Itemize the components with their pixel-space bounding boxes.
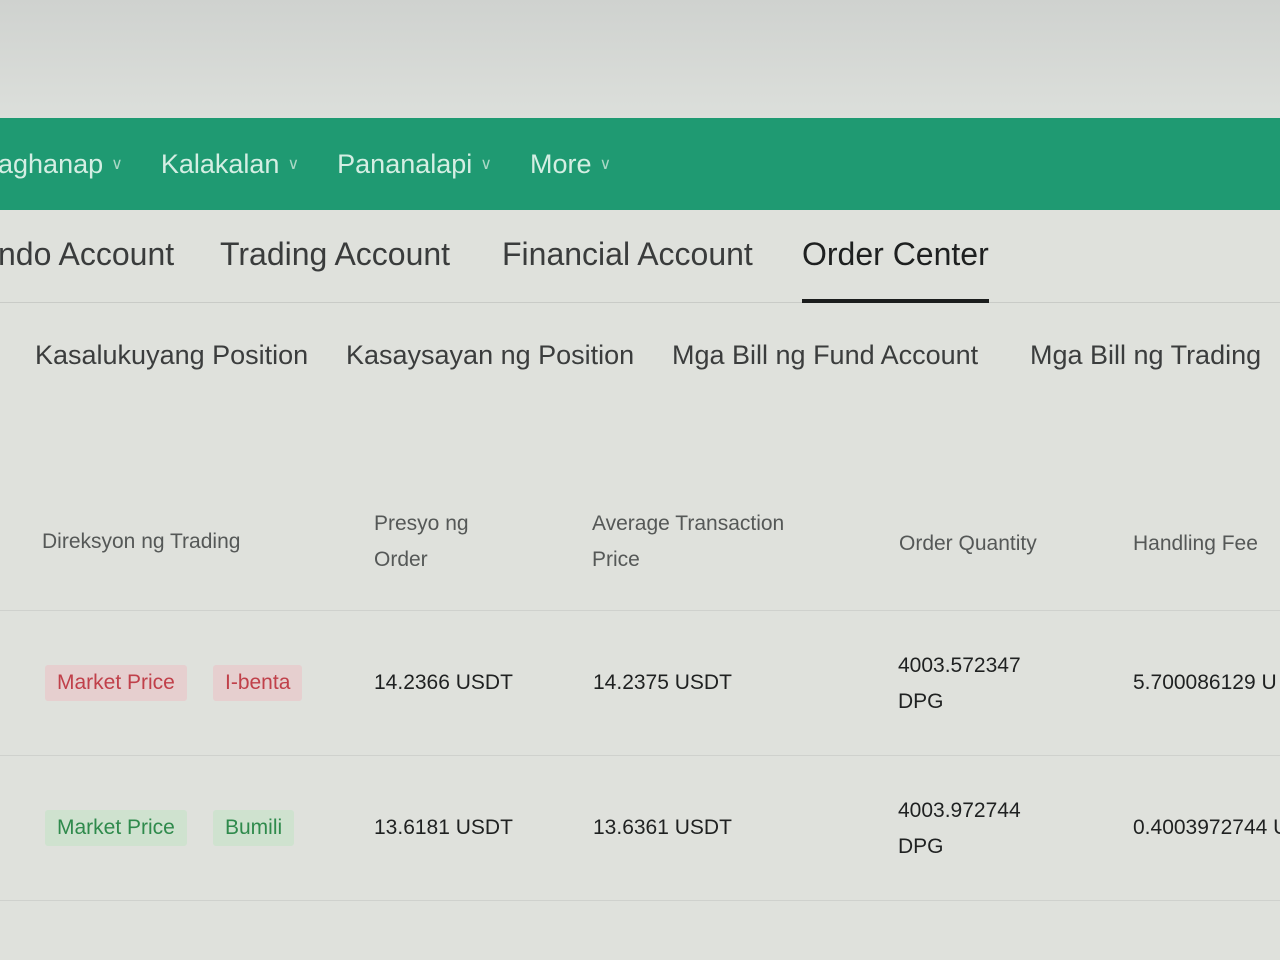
order-type-badge: Market Price [45,665,187,701]
account-tabs: ndo Account Trading Account Financial Ac… [0,210,1280,303]
nav-label: Pananalapi [337,148,473,179]
header-handling-fee: Handling Fee [1133,532,1258,555]
nav-item-finance[interactable]: Pananalapi ∨ [337,149,492,180]
order-price: 13.6181 USDT [374,816,513,839]
quantity-unit: DPG [898,690,944,713]
subtab-trading-bills[interactable]: Mga Bill ng Trading [1030,340,1262,370]
header-avg-price: Average Transaction Price [592,512,785,571]
handling-fee: 0.4003972744 U [1133,816,1280,839]
table-header: Direksyon ng Trading Presyo ng Order Ave… [0,500,1280,611]
direction-badge: I-benta [213,665,303,701]
header-direction: Direksyon ng Trading [42,530,241,553]
nav-item-search[interactable]: aghanap ∨ [0,149,123,180]
avg-price: 14.2375 USDT [593,671,732,694]
tab-fund-account[interactable]: ndo Account [0,236,175,272]
order-quantity: 4003.972744 [898,799,1021,822]
table-row[interactable]: Market Price I-benta 14.2366 USDT 14.237… [0,610,1280,756]
chevron-down-icon: ∨ [599,156,612,173]
direction-badge: Bumili [213,810,295,846]
avg-price: 13.6361 USDT [593,816,732,839]
table-row[interactable]: Market Price Bumili 13.6181 USDT 13.6361… [0,755,1280,901]
order-quantity: 4003.572347 [898,654,1021,677]
chevron-down-icon: ∨ [111,156,123,173]
handling-fee: 5.700086129 U [1133,671,1277,694]
order-price: 14.2366 USDT [374,671,513,694]
background [0,0,1280,118]
header-order-quantity: Order Quantity [899,532,1037,555]
quantity-unit: DPG [898,835,944,858]
nav-label: Kalakalan [160,148,280,179]
subtab-position-history[interactable]: Kasaysayan ng Position [346,340,635,370]
subtab-current-position[interactable]: Kasalukuyang Position [35,340,309,370]
header-order-price: Presyo ng Order [374,512,469,571]
subtab-fund-account-bills[interactable]: Mga Bill ng Fund Account [672,340,979,370]
sub-tabs: Kasalukuyang Position Kasaysayan ng Posi… [0,340,1280,380]
tab-order-center[interactable]: Order Center [802,236,989,303]
tab-financial-account[interactable]: Financial Account [502,236,753,272]
tab-trading-account[interactable]: Trading Account [220,236,451,272]
nav-label: aghanap [0,148,104,179]
order-type-badge: Market Price [45,810,187,846]
nav-item-trading[interactable]: Kalakalan ∨ [161,149,299,180]
chevron-down-icon: ∨ [480,156,492,173]
top-nav: aghanap ∨ Kalakalan ∨ Pananalapi ∨ More ∨ [0,118,1280,210]
nav-item-more[interactable]: More ∨ [530,149,611,180]
nav-label: More [530,148,592,179]
chevron-down-icon: ∨ [287,156,300,173]
